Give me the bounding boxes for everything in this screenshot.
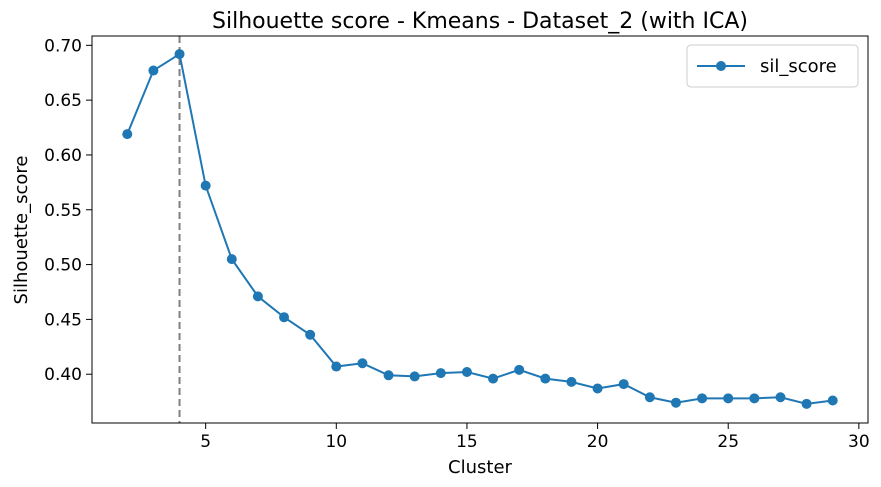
data-point — [618, 379, 629, 390]
data-point — [331, 361, 342, 372]
y-tick-label: 0.65 — [44, 91, 82, 111]
x-tick-label: 20 — [587, 432, 609, 452]
data-point — [357, 358, 368, 369]
data-point — [200, 180, 211, 191]
x-tick-label: 30 — [848, 432, 870, 452]
data-point — [461, 367, 472, 378]
data-point — [566, 376, 577, 387]
y-axis: 0.40 0.45 0.50 0.55 0.60 0.65 0.70 — [44, 36, 92, 385]
data-point — [279, 312, 290, 323]
data-point — [801, 398, 812, 409]
data-point — [435, 368, 446, 379]
data-point — [644, 392, 655, 403]
data-point — [409, 371, 420, 382]
x-tick-label: 10 — [325, 432, 347, 452]
legend-marker-sil-score — [716, 61, 726, 71]
legend-label-sil-score: sil_score — [760, 56, 837, 77]
series-line-sil-score — [126, 52, 833, 405]
data-point — [749, 393, 760, 404]
y-tick-label: 0.55 — [44, 201, 82, 221]
data-point — [488, 373, 499, 384]
data-point — [697, 393, 708, 404]
data-point — [122, 129, 133, 140]
legend: sil_score — [686, 44, 859, 88]
data-point — [592, 383, 603, 394]
data-point — [827, 395, 838, 406]
x-axis-title: Cluster — [448, 457, 512, 478]
x-tick-label: 25 — [717, 432, 739, 452]
y-tick-label: 0.70 — [44, 36, 82, 56]
data-point — [305, 329, 316, 340]
x-tick-label: 15 — [456, 432, 478, 452]
y-tick-label: 0.45 — [44, 310, 82, 330]
chart-title: Silhouette score - Kmeans - Dataset_2 (w… — [212, 9, 748, 34]
legend-box — [686, 44, 859, 88]
plot-area — [122, 36, 838, 423]
y-tick-label: 0.50 — [44, 256, 82, 276]
data-point — [540, 373, 551, 384]
plot-frame — [91, 35, 869, 424]
data-point — [226, 254, 237, 265]
y-tick-label: 0.60 — [44, 146, 82, 166]
data-point — [252, 291, 263, 302]
x-tick-label: 5 — [200, 432, 211, 452]
data-point — [670, 397, 681, 408]
x-axis: 5 10 15 20 25 30 — [200, 423, 870, 452]
data-point — [148, 65, 159, 76]
data-point — [775, 392, 786, 403]
data-point — [514, 364, 525, 375]
y-tick-label: 0.40 — [44, 365, 82, 385]
data-point — [383, 370, 394, 381]
data-point — [723, 393, 734, 404]
y-axis-title: Silhouette_score — [11, 156, 32, 305]
data-point — [174, 49, 185, 60]
